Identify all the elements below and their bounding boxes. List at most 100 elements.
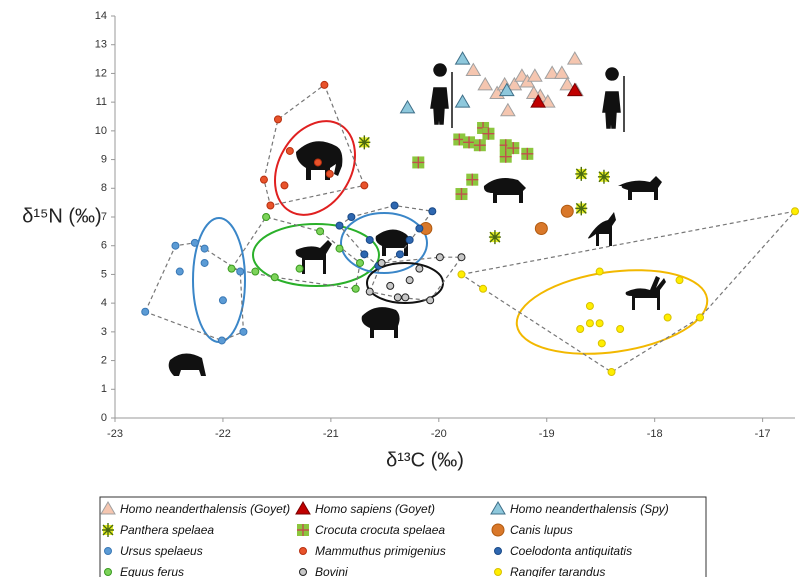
point	[280, 181, 289, 190]
point	[616, 324, 625, 333]
point-cross	[297, 524, 309, 536]
point	[455, 188, 468, 201]
point	[190, 238, 199, 247]
wolf-icon	[588, 212, 616, 246]
bear-icon	[168, 353, 206, 376]
point	[360, 181, 369, 190]
point	[560, 204, 574, 218]
point	[236, 267, 245, 276]
point	[415, 224, 424, 233]
point	[597, 169, 610, 184]
point	[595, 267, 604, 276]
point	[454, 51, 471, 65]
group-ellipse	[515, 269, 709, 355]
point	[227, 264, 236, 273]
x-tick-label: -20	[431, 428, 447, 440]
x-tick-label: -23	[107, 428, 123, 440]
point	[791, 207, 799, 216]
point	[553, 65, 570, 79]
legend-text: Equus ferus	[120, 565, 184, 577]
y-tick-label: 6	[101, 240, 107, 252]
point	[200, 258, 209, 267]
point	[365, 235, 374, 244]
bison-icon	[361, 307, 400, 338]
point	[141, 307, 150, 316]
point	[499, 150, 512, 163]
point	[506, 76, 523, 91]
point	[428, 207, 437, 216]
point	[491, 523, 505, 537]
point	[544, 65, 561, 79]
point	[494, 568, 502, 576]
point	[395, 250, 404, 259]
point	[347, 213, 356, 221]
point	[365, 287, 374, 296]
y-tick-label: 0	[101, 412, 107, 424]
point-cross	[466, 173, 479, 186]
point	[490, 501, 506, 515]
rhino-icon	[375, 229, 412, 256]
point	[401, 293, 410, 302]
point-cross	[358, 135, 371, 150]
y-tick-label: 1	[101, 383, 107, 395]
point	[597, 339, 606, 348]
point	[358, 135, 371, 150]
legend-text: Panthera spelaea	[120, 523, 214, 537]
x-axis-title: δ¹³C (‰)	[386, 449, 464, 471]
point	[217, 336, 226, 345]
y-tick-label: 8	[101, 182, 107, 194]
point	[299, 547, 307, 555]
point	[426, 296, 435, 305]
point	[316, 227, 325, 236]
point	[295, 501, 311, 515]
point	[360, 250, 369, 259]
point	[239, 327, 248, 336]
point	[399, 99, 416, 114]
point	[218, 296, 227, 305]
human-icon	[430, 63, 453, 128]
point	[675, 276, 684, 285]
point	[465, 62, 482, 77]
point	[498, 82, 515, 97]
point	[251, 267, 260, 276]
y-tick-label: 12	[95, 67, 107, 79]
point	[585, 319, 594, 328]
point	[457, 253, 466, 262]
point	[270, 273, 279, 282]
point	[534, 221, 548, 235]
legend-text: Mammuthus primigenius	[315, 544, 446, 558]
point	[575, 166, 588, 181]
point	[412, 156, 425, 169]
point	[566, 51, 583, 65]
lion-icon	[618, 176, 662, 200]
point	[457, 270, 466, 279]
point	[313, 158, 322, 167]
legend-text: Homo neanderthalensis (Spy)	[510, 502, 669, 516]
point	[266, 201, 275, 210]
point	[102, 523, 114, 537]
legend-text: Canis lupus	[510, 523, 573, 537]
ellipses	[192, 120, 709, 355]
point	[454, 94, 471, 108]
point	[320, 80, 329, 89]
point	[386, 281, 395, 290]
point	[351, 284, 360, 293]
y-tick-label: 3	[101, 326, 107, 338]
point	[488, 230, 501, 245]
point	[335, 244, 344, 253]
x-tick-label: -19	[539, 428, 555, 440]
point	[585, 302, 594, 311]
point	[566, 82, 583, 97]
x-tick-label: -21	[323, 428, 339, 440]
point	[295, 264, 304, 273]
y-tick-label: 9	[101, 153, 107, 165]
group-ellipse	[192, 217, 246, 343]
y-tick-label: 7	[101, 211, 107, 223]
horse-icon	[295, 240, 332, 274]
x-tick-label: -18	[647, 428, 663, 440]
y-tick-label: 13	[95, 39, 107, 51]
point-cross	[575, 201, 588, 216]
point	[539, 94, 556, 108]
point	[521, 147, 534, 160]
